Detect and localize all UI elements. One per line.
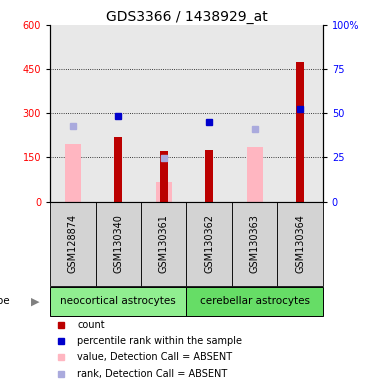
Bar (141, 202, 187, 286)
Text: GSM130363: GSM130363 (250, 214, 260, 273)
Bar (187, 287, 323, 316)
Bar (205, 150, 213, 202)
Text: GSM130361: GSM130361 (159, 214, 169, 273)
Text: GSM130364: GSM130364 (295, 214, 305, 273)
Bar (160, 151, 168, 202)
Bar (187, 202, 232, 286)
Bar (65, 144, 81, 202)
Bar (296, 62, 304, 202)
Bar (50, 287, 187, 316)
Bar (96, 202, 141, 286)
Text: cerebellar astrocytes: cerebellar astrocytes (200, 296, 309, 306)
Text: GSM128874: GSM128874 (68, 214, 78, 273)
Text: GSM130340: GSM130340 (113, 214, 123, 273)
Text: GSM130362: GSM130362 (204, 214, 214, 273)
Title: GDS3366 / 1438929_at: GDS3366 / 1438929_at (106, 10, 267, 24)
Bar (232, 202, 278, 286)
Text: rank, Detection Call = ABSENT: rank, Detection Call = ABSENT (77, 369, 227, 379)
Text: percentile rank within the sample: percentile rank within the sample (77, 336, 242, 346)
Text: value, Detection Call = ABSENT: value, Detection Call = ABSENT (77, 353, 233, 362)
Text: cell type: cell type (0, 296, 13, 306)
Bar (114, 137, 122, 202)
Text: count: count (77, 319, 105, 330)
Text: neocortical astrocytes: neocortical astrocytes (60, 296, 176, 306)
Bar (50, 202, 96, 286)
Bar (278, 202, 323, 286)
Text: ▶: ▶ (31, 296, 39, 306)
Bar (156, 182, 172, 202)
Bar (247, 147, 263, 202)
